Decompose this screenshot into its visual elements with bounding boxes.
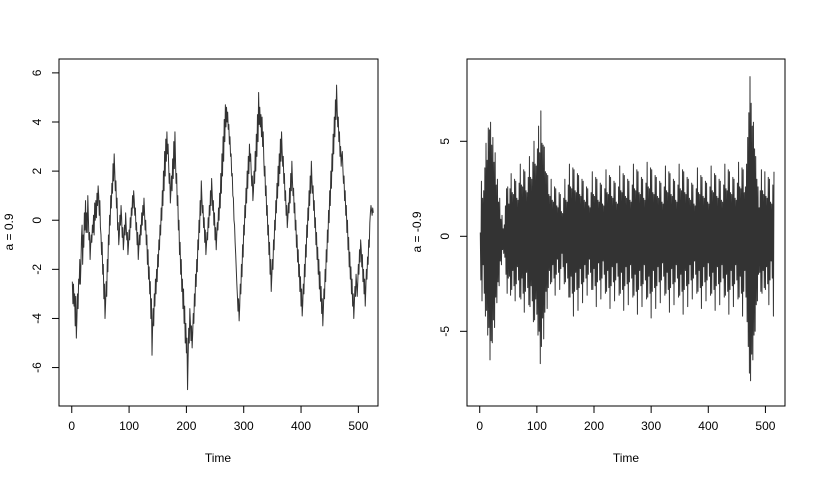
right-series-line-1 [479,76,775,382]
left-plot-area [71,84,374,391]
right-y-tick-label: -5 [438,326,452,337]
left-x-axis: 0 100 200 300 400 500 [68,405,369,433]
right-x-axis: 0 100 200 300 400 500 [476,405,776,433]
right-x-tick-label: 0 [476,419,483,433]
left-series-line-1 [71,84,374,391]
right-y-tick-label: 5 [438,138,452,145]
right-y-axis-label: a = -0.9 [410,211,424,252]
right-x-tick-label: 400 [698,419,718,433]
right-x-tick-label: 200 [584,419,604,433]
right-x-tick-label: 100 [527,419,547,433]
left-x-axis-label: Time [205,451,232,465]
right-panel: 0 100 200 300 400 500 -5 0 5 Time a = -0.9 [410,58,786,465]
right-y-axis: -5 0 5 [438,138,468,337]
left-y-tick-label: 4 [30,118,44,125]
left-y-tick-label: -6 [30,362,44,373]
left-panel: 0 100 200 300 400 500 -6 -4 -2 0 2 4 6 Time a = 0.9 [2,58,379,465]
left-x-tick-label: 100 [119,419,139,433]
left-y-tick-label: -4 [30,313,44,324]
left-y-tick-label: -2 [30,264,44,275]
left-x-tick-label: 200 [176,419,196,433]
left-y-tick-label: 6 [30,69,44,76]
left-x-tick-label: 0 [68,419,75,433]
left-y-axis-label: a = 0.9 [2,213,16,250]
left-y-tick-label: 0 [30,217,44,224]
right-x-axis-label: Time [613,451,640,465]
left-y-tick-label: 2 [30,167,44,174]
left-x-tick-label: 300 [234,419,254,433]
right-plot-area [479,76,775,382]
left-x-tick-label: 400 [291,419,311,433]
right-x-tick-label: 500 [755,419,775,433]
right-y-tick-label: 0 [438,233,452,240]
left-x-tick-label: 500 [348,419,368,433]
right-x-tick-label: 300 [641,419,661,433]
left-y-axis: -6 -4 -2 0 2 4 6 [30,69,60,373]
